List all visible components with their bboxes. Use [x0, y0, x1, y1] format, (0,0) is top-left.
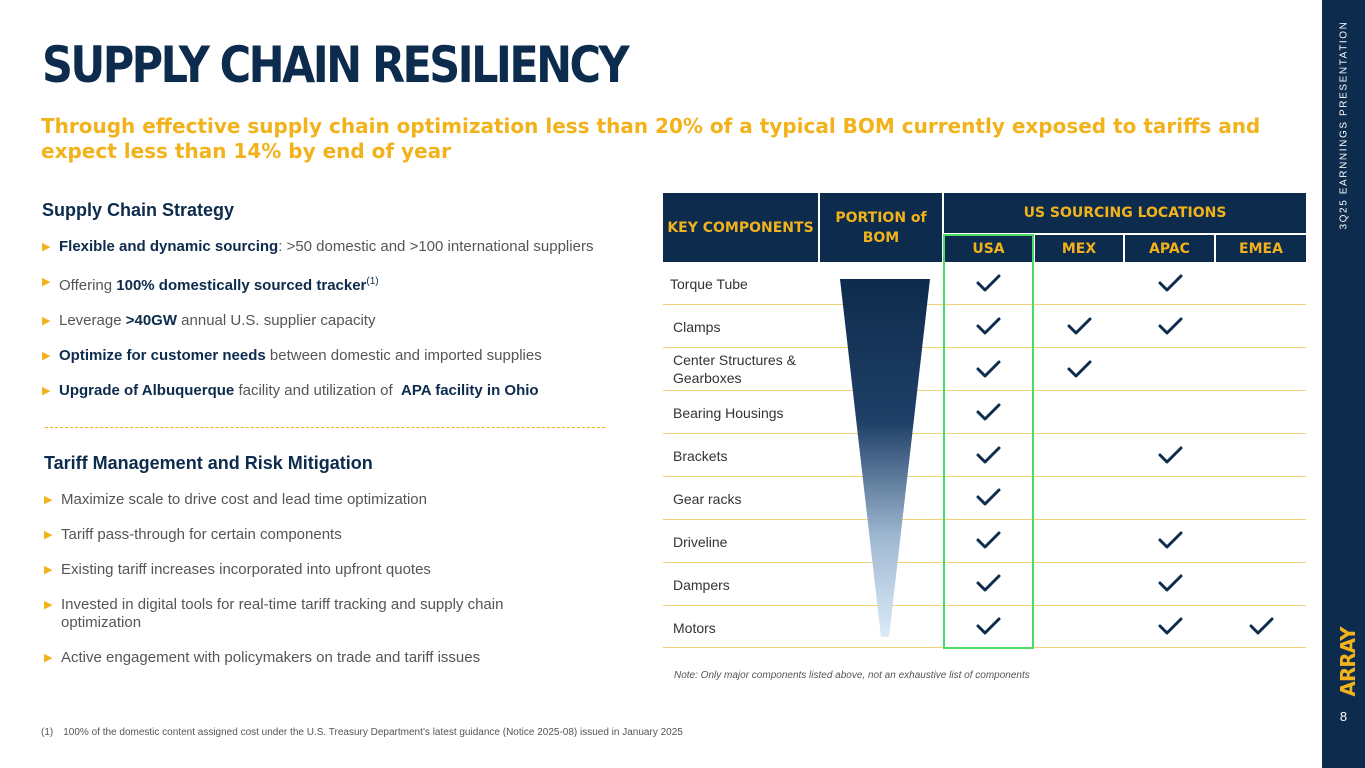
row-divider	[663, 390, 1306, 391]
row-label-gear-racks: Gear racks	[673, 491, 742, 507]
check-icon-usa	[974, 316, 1002, 336]
presentation-label: 3Q25 EARNNINGS PRESENTATION	[1338, 20, 1350, 230]
footnote-text: 100% of the domestic content assigned co…	[63, 727, 683, 738]
bullet-arrow-icon: ▶	[44, 529, 53, 541]
bullet-arrow-icon: ▶	[42, 241, 51, 253]
page-number: 8	[1339, 709, 1348, 724]
bullet-text: Existing tariff increases incorporated i…	[61, 561, 431, 578]
bullet-arrow-icon: ▶	[42, 385, 51, 397]
list-item: ▶ Leverage >40GW annual U.S. supplier ca…	[42, 312, 632, 330]
row-label-motors: Motors	[673, 620, 716, 636]
header-key-components: KEY COMPONENTS	[663, 193, 818, 262]
bom-portion-wedge	[840, 279, 930, 637]
bullet-text: between domestic and imported supplies	[265, 347, 542, 364]
bullet-text: Leverage	[59, 312, 126, 329]
check-icon-usa	[974, 402, 1002, 422]
section-divider	[45, 427, 605, 428]
tariff-list: ▶ Maximize scale to drive cost and lead t…	[44, 491, 564, 667]
header-portion-of-bom: PORTION of BOM	[820, 193, 942, 262]
list-item: ▶ Existing tariff increases incorporated …	[44, 561, 564, 579]
header-region-mex: MEX	[1035, 235, 1123, 262]
check-icon-apac	[1156, 616, 1184, 636]
check-icon-usa	[974, 573, 1002, 593]
row-divider	[663, 304, 1306, 305]
list-item: ▶ Flexible and dynamic sourcing: >50 dom…	[42, 238, 632, 256]
check-icon-mex	[1065, 359, 1093, 379]
check-icon-apac	[1156, 573, 1184, 593]
check-icon-apac	[1156, 445, 1184, 465]
list-item: ▶ Optimize for customer needs between do…	[42, 347, 632, 365]
list-item: ▶ Active engagement with policymakers on …	[44, 649, 564, 667]
bullet-text: Tariff pass-through for certain componen…	[61, 526, 342, 543]
row-divider	[663, 433, 1306, 434]
bullet-arrow-icon: ▶	[44, 599, 53, 611]
bullet-emphasis: 100% domestically sourced tracker	[116, 277, 367, 294]
row-label-torque-tube: Torque Tube	[670, 276, 748, 292]
bullet-arrow-icon: ▶	[42, 315, 51, 327]
bullet-text: : >50 domestic and >100 international su…	[278, 238, 594, 255]
sidebar	[1322, 0, 1365, 768]
row-divider	[663, 347, 1306, 348]
check-icon-usa	[974, 273, 1002, 293]
bullet-text: Offering	[59, 277, 117, 294]
bullet-emphasis: Optimize for customer needs	[59, 347, 266, 364]
list-item: ▶ Invested in digital tools for real-time…	[44, 596, 564, 632]
bullet-emphasis: Upgrade of Albuquerque	[59, 382, 235, 399]
row-divider	[663, 519, 1306, 520]
bullet-text: annual U.S. supplier capacity	[177, 312, 376, 329]
header-region-apac: APAC	[1125, 235, 1214, 262]
header-region-emea: EMEA	[1216, 235, 1306, 262]
bullet-text: Invested in digital tools for real-time …	[61, 596, 504, 631]
bullet-emphasis: APA facility in Ohio	[401, 382, 539, 399]
row-label-clamps: Clamps	[673, 319, 721, 335]
bullet-text: facility and utilization of	[234, 382, 402, 399]
row-label-driveline: Driveline	[673, 534, 728, 550]
bullet-arrow-icon: ▶	[44, 494, 53, 506]
row-label-center-structures: Center Structures & Gearboxes	[673, 352, 796, 386]
list-item: ▶ Upgrade of Albuquerque facility and ut…	[42, 382, 632, 400]
check-icon-apac	[1156, 273, 1184, 293]
bullet-text: Maximize scale to drive cost and lead ti…	[61, 491, 427, 508]
page-title: SUPPLY CHAIN RESILIENCY	[42, 36, 630, 94]
page-subtitle: Through effective supply chain optimizat…	[41, 114, 1261, 163]
check-icon-usa	[974, 616, 1002, 636]
check-icon-usa	[974, 487, 1002, 507]
bullet-emphasis: Flexible and dynamic sourcing	[59, 238, 279, 255]
row-divider	[663, 476, 1306, 477]
check-icon-mex	[1065, 316, 1093, 336]
bullet-arrow-icon: ▶	[44, 652, 53, 664]
list-item: ▶ Offering 100% domestically sourced tra…	[42, 273, 632, 295]
row-label-dampers: Dampers	[673, 577, 730, 593]
bullet-arrow-icon: ▶	[42, 350, 51, 362]
check-icon-usa	[974, 530, 1002, 550]
check-icon-emea	[1247, 616, 1275, 636]
list-item: ▶ Tariff pass-through for certain compone…	[44, 526, 564, 544]
check-icon-apac	[1156, 316, 1184, 336]
footnote: (1) 100% of the domestic content assigned…	[41, 727, 683, 738]
tariff-heading: Tariff Management and Risk Mitigation	[44, 453, 373, 473]
bullet-emphasis: >40GW	[125, 312, 177, 329]
footnote-marker: (1)	[366, 276, 379, 287]
footnote-number: (1)	[41, 727, 54, 738]
row-label-bearing-housings: Bearing Housings	[673, 405, 784, 421]
check-icon-usa	[974, 359, 1002, 379]
header-us-sourcing: US SOURCING LOCATIONS	[944, 193, 1306, 233]
check-icon-apac	[1156, 530, 1184, 550]
header-region-usa: USA	[944, 235, 1033, 262]
row-divider	[663, 605, 1306, 606]
row-label-brackets: Brackets	[673, 448, 728, 464]
list-item: ▶ Maximize scale to drive cost and lead t…	[44, 491, 564, 509]
usa-highlight-box	[943, 234, 1034, 649]
bullet-arrow-icon: ▶	[42, 276, 51, 288]
check-icon-usa	[974, 445, 1002, 465]
table-note: Note: Only major components listed above…	[674, 670, 1030, 681]
array-logo: ARRAY	[1336, 627, 1360, 697]
bullet-text: Active engagement with policymakers on t…	[61, 649, 481, 666]
row-divider	[663, 562, 1306, 563]
bullet-arrow-icon: ▶	[44, 564, 53, 576]
strategy-list: ▶ Flexible and dynamic sourcing: >50 dom…	[42, 238, 632, 400]
strategy-heading: Supply Chain Strategy	[42, 200, 235, 220]
